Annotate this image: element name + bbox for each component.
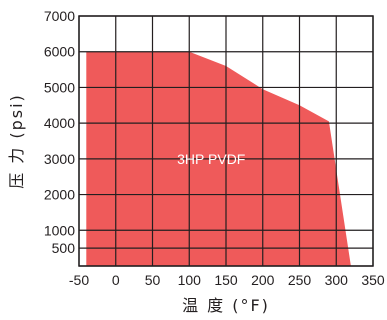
y-tick-label: 3000 [44, 151, 75, 167]
x-tick-labels: -50 0 50 100 150 200 250 300 350 [69, 272, 385, 288]
x-tick-label: 200 [251, 272, 275, 288]
x-tick-label: 0 [112, 272, 120, 288]
x-tick-label: 300 [325, 272, 349, 288]
y-tick-label: 7000 [44, 8, 75, 24]
y-tick-label: 5000 [44, 79, 75, 95]
y-axis-title: 压 力 (psi) [7, 93, 26, 189]
x-tick-label: -50 [69, 272, 89, 288]
x-tick-label: 150 [214, 272, 238, 288]
y-tick-label: 1000 [44, 222, 75, 238]
y-tick-label: 4000 [44, 115, 75, 131]
y-tick-label: 500 [52, 240, 76, 256]
x-tick-label: 100 [178, 272, 202, 288]
x-tick-label: 50 [145, 272, 161, 288]
y-tick-labels: 7000 6000 5000 4000 3000 2000 1000 500 [44, 8, 75, 256]
x-tick-label: 350 [361, 272, 385, 288]
plot-frame [78, 15, 374, 267]
x-tick-label: 250 [288, 272, 312, 288]
x-axis-title: 温 度 (°F) [182, 296, 270, 315]
series-annotation: 3HP PVDF [177, 151, 245, 167]
y-tick-label: 2000 [44, 187, 75, 203]
y-tick-label: 6000 [44, 44, 75, 60]
